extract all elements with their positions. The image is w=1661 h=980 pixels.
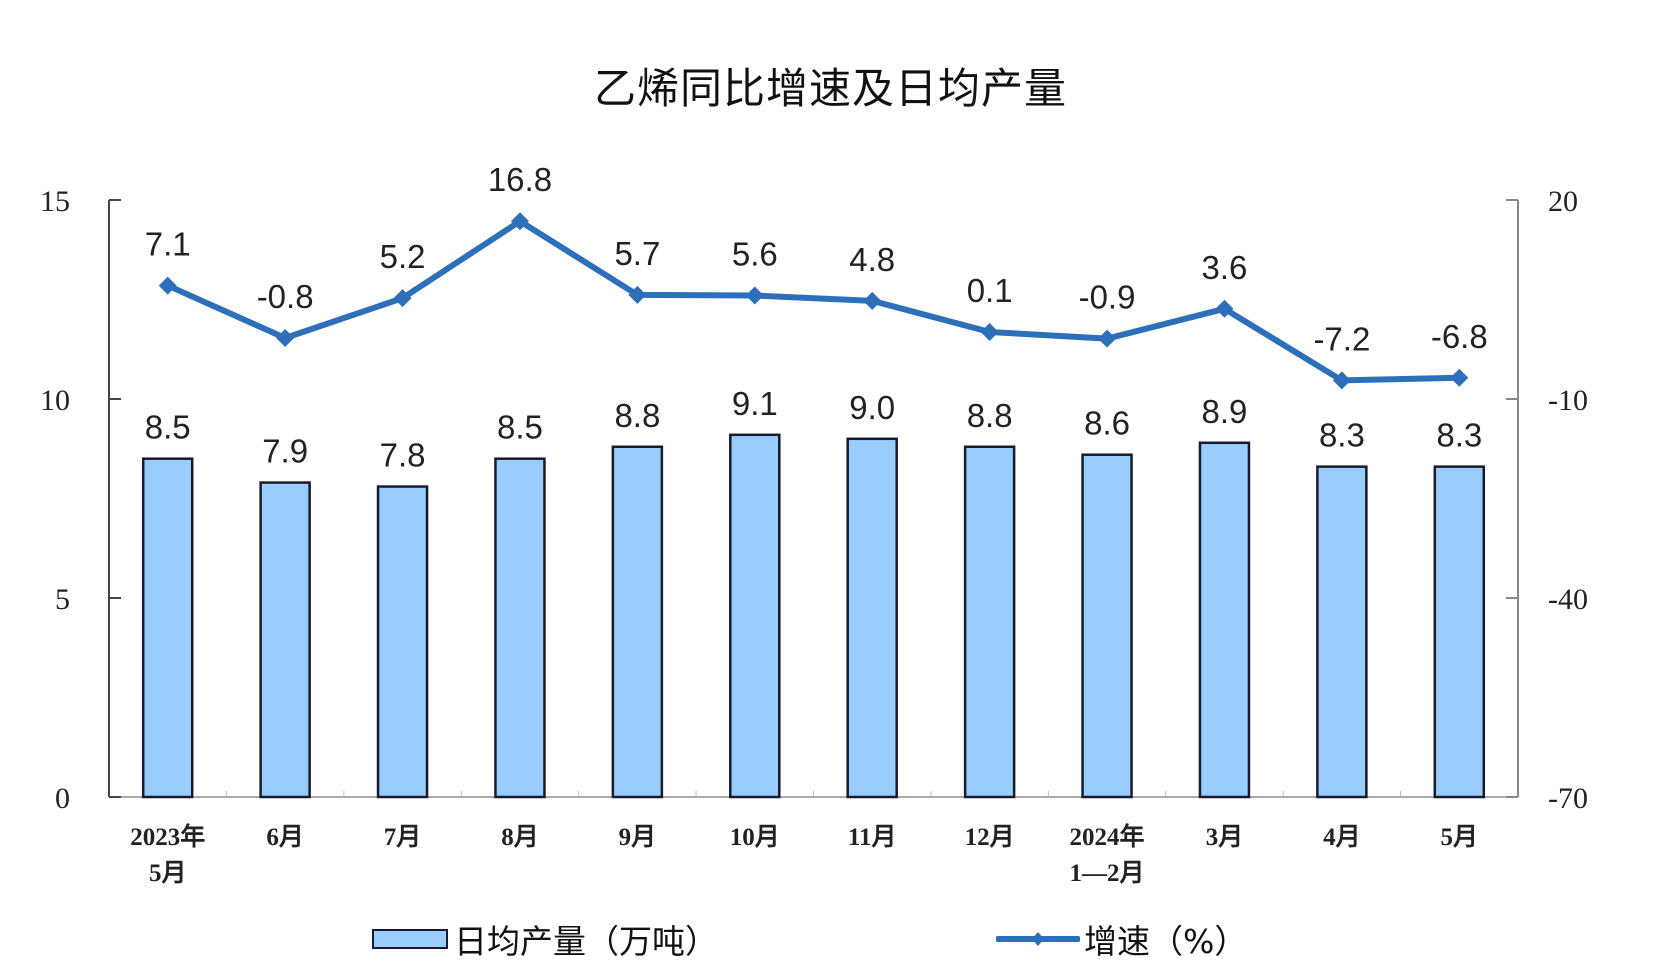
line-value-label: -0.9 [1079,279,1136,316]
bar-value-label: 8.8 [967,397,1013,434]
left-axis-tick-label: 0 [55,782,70,815]
legend-bar-swatch-icon [372,929,448,949]
line-value-label: 7.1 [145,226,191,263]
bar-daily-output [1316,465,1368,799]
bar-value-label: 9.1 [732,385,778,422]
chart-title: 乙烯同比增速及日均产量 [593,64,1067,113]
line-value-label: -0.8 [257,278,314,315]
legend-item-daily-output: 日均产量（万吨） [372,915,718,963]
x-axis-category-label: 11月 [848,824,897,851]
bar-daily-output [259,481,311,799]
x-axis-category-label: 8月 [501,824,539,851]
bar-daily-output [494,457,546,799]
line-value-label: -6.8 [1431,318,1488,355]
bar-value-label: 8.3 [1436,417,1482,454]
x-axis-category-label: 9月 [619,824,657,851]
bar-value-label: 7.9 [262,433,308,470]
bar-daily-output [1198,441,1251,799]
bar-value-label: 8.8 [614,397,660,434]
legend-line-swatch-icon [996,932,1080,946]
left-axis-tick-label: 10 [40,384,70,417]
growth-rate-marker [393,289,412,308]
x-axis-category-label: 1—2月 [1070,860,1145,887]
growth-rate-marker [1332,371,1351,390]
line-value-label: 4.8 [849,241,895,278]
x-axis-category-label: 12月 [965,824,1015,851]
bar-value-label: 7.8 [380,437,426,474]
x-axis-category-label: 2024年 [1070,822,1145,851]
bar-daily-output [141,457,194,799]
bar-value-label: 8.5 [497,409,543,446]
bar-value-label: 9.0 [849,389,895,426]
legend-item-growth-rate: 增速（%） [996,915,1247,963]
x-axis-category-label: 4月 [1323,824,1361,851]
x-axis-category-label: 5月 [1441,824,1479,851]
left-axis-tick-label: 15 [40,185,70,218]
growth-rate-marker [745,286,764,305]
legend-line-label: 增速（%） [1084,922,1248,961]
line-value-label: 5.2 [380,238,426,275]
line-value-label: 0.1 [967,272,1013,309]
bar-daily-output [729,433,781,799]
bar-value-label: 8.3 [1319,417,1365,454]
bar-value-label: 8.9 [1202,393,1248,430]
bar-value-label: 8.5 [145,409,191,446]
growth-rate-marker [1098,329,1117,348]
growth-rate-marker [510,212,529,231]
line-value-label: 16.8 [488,161,552,198]
growth-rate-marker [276,328,295,347]
bar-daily-output [846,437,898,799]
x-axis-category-label: 3月 [1206,824,1244,851]
bar-daily-output [611,445,664,799]
x-axis-category-label: 10月 [730,824,780,851]
right-axis-tick-label: 20 [1548,185,1578,218]
right-axis-tick-label: -40 [1548,583,1588,616]
growth-rate-marker [1215,299,1234,318]
bar-daily-output [1081,453,1133,799]
right-axis-tick-label: -70 [1548,782,1588,815]
x-axis-category-label: 7月 [384,824,422,851]
growth-rate-marker [863,291,882,310]
growth-rate-marker [1450,368,1469,387]
line-value-label: 5.6 [732,236,778,273]
bar-daily-output [1433,465,1486,799]
bar-daily-output [963,445,1016,799]
x-axis-category-label: 6月 [266,824,304,851]
legend-bar-label: 日均产量（万吨） [454,922,718,961]
growth-rate-marker [158,276,177,295]
growth-rate-marker [628,285,647,304]
left-axis-tick-label: 5 [55,583,70,616]
x-axis-category-label: 2023年 [130,822,205,851]
x-axis-category-label: 5月 [149,860,187,887]
line-value-label: -7.2 [1313,320,1370,357]
line-value-label: 5.7 [614,235,660,272]
growth-rate-line [166,218,1460,384]
growth-rate-marker [980,323,999,342]
bar-value-label: 8.6 [1084,405,1130,442]
right-axis-tick-label: -10 [1548,384,1588,417]
line-value-label: 3.6 [1202,249,1248,286]
bar-daily-output [376,485,429,799]
